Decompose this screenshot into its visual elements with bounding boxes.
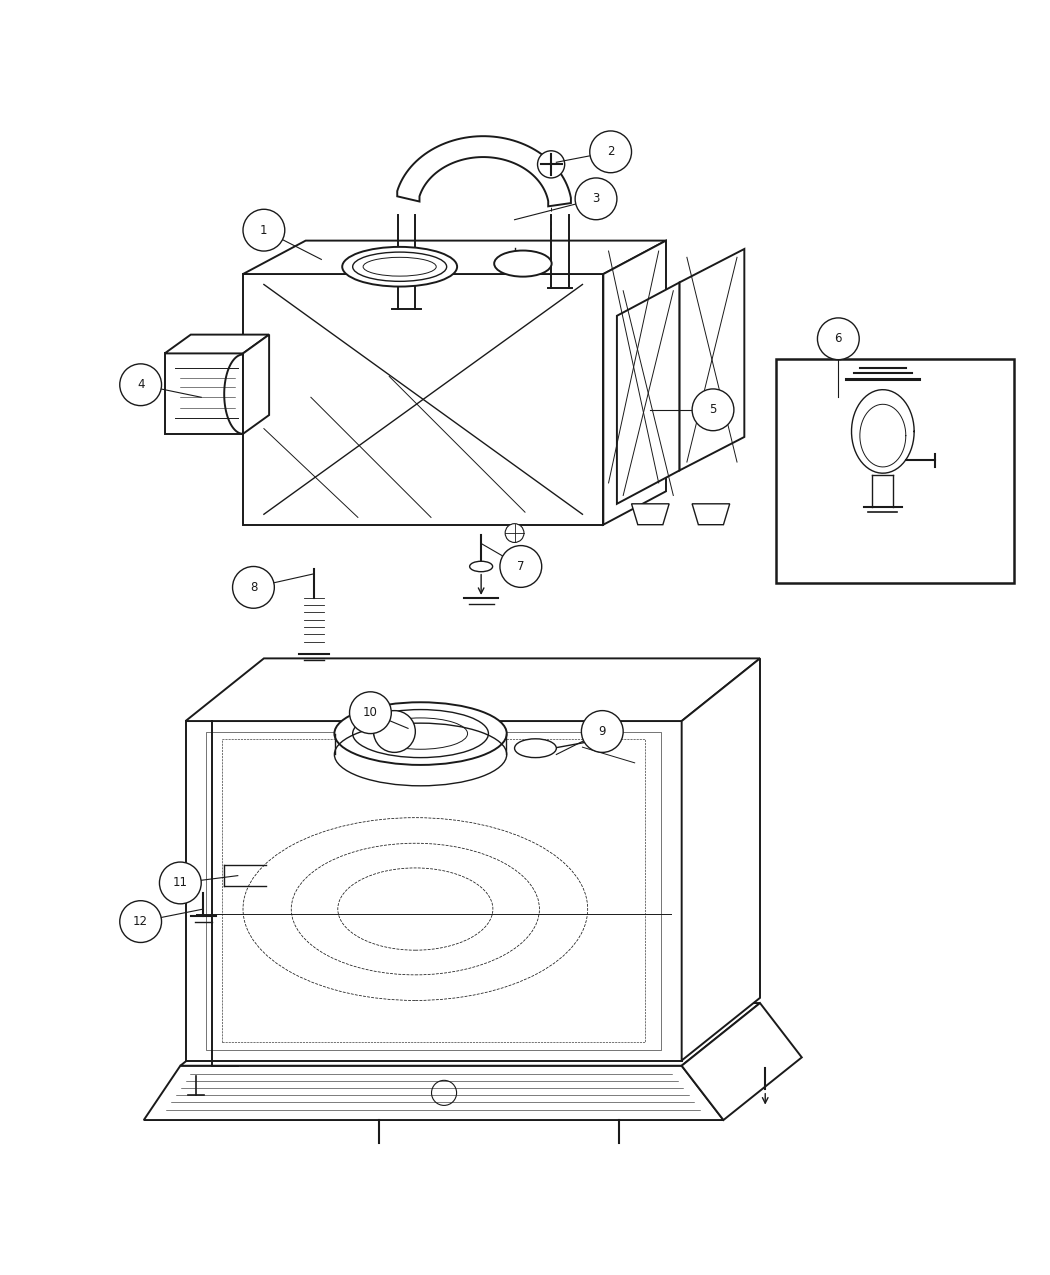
Text: 6: 6: [835, 333, 842, 346]
Circle shape: [505, 524, 524, 542]
Text: 11: 11: [173, 876, 188, 890]
Polygon shape: [617, 282, 679, 504]
Polygon shape: [692, 504, 730, 525]
Polygon shape: [144, 1066, 723, 1119]
Polygon shape: [186, 658, 760, 722]
Ellipse shape: [469, 561, 492, 571]
Circle shape: [120, 900, 162, 942]
Text: 1: 1: [260, 223, 268, 237]
Text: 3: 3: [592, 193, 600, 205]
Circle shape: [590, 131, 631, 172]
Circle shape: [374, 710, 416, 752]
Text: 8: 8: [250, 581, 257, 594]
Ellipse shape: [342, 247, 457, 287]
Polygon shape: [186, 722, 681, 1061]
Polygon shape: [679, 249, 744, 470]
Circle shape: [692, 389, 734, 431]
Polygon shape: [681, 1003, 802, 1119]
Text: 7: 7: [517, 560, 525, 572]
Polygon shape: [165, 353, 243, 434]
Polygon shape: [243, 241, 666, 274]
Polygon shape: [181, 1003, 760, 1066]
Text: 9: 9: [598, 725, 606, 738]
Circle shape: [232, 566, 274, 608]
Polygon shape: [604, 241, 666, 525]
Ellipse shape: [334, 703, 507, 765]
Polygon shape: [397, 136, 571, 207]
Circle shape: [350, 692, 392, 733]
Polygon shape: [631, 504, 669, 525]
Text: 4: 4: [136, 379, 145, 391]
Circle shape: [818, 317, 859, 360]
Circle shape: [582, 710, 624, 752]
Text: 12: 12: [133, 915, 148, 928]
Circle shape: [538, 150, 565, 178]
Ellipse shape: [514, 738, 556, 757]
Circle shape: [500, 546, 542, 588]
Circle shape: [160, 862, 202, 904]
Circle shape: [243, 209, 285, 251]
Polygon shape: [165, 334, 269, 353]
Polygon shape: [243, 334, 269, 434]
Circle shape: [575, 179, 617, 219]
Circle shape: [120, 363, 162, 405]
Bar: [776, 358, 1014, 583]
Text: 10: 10: [363, 706, 378, 719]
Polygon shape: [243, 274, 604, 525]
Ellipse shape: [495, 250, 551, 277]
Polygon shape: [681, 658, 760, 1061]
Text: 5: 5: [710, 403, 717, 417]
Text: 2: 2: [607, 145, 614, 158]
